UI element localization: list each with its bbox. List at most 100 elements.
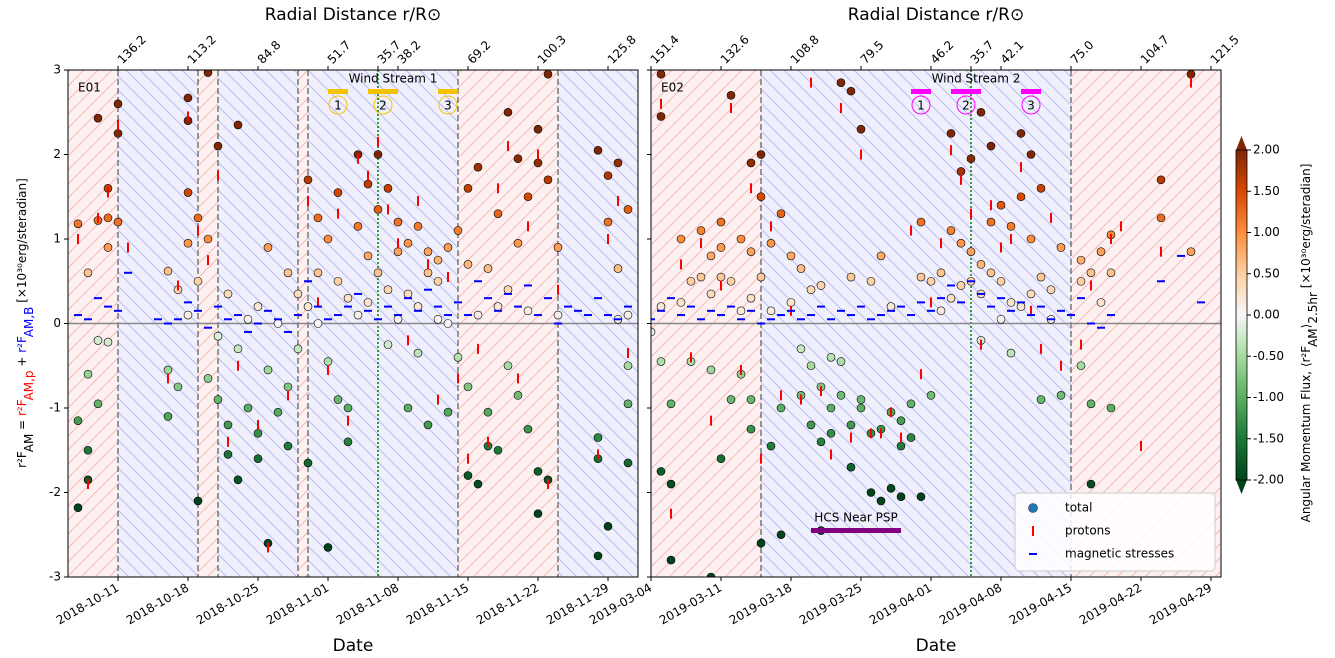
top-tick-label: 104.7	[1138, 32, 1172, 66]
total-point	[243, 314, 253, 324]
colorbar-tick-label: 2.00	[1253, 143, 1280, 157]
x-tick-label: 2018-11-08	[334, 581, 401, 628]
top-tick-label: 132.6	[718, 32, 752, 66]
total-point	[846, 272, 856, 282]
total-point	[383, 285, 393, 295]
total-point	[1026, 289, 1036, 299]
total-point	[956, 238, 966, 248]
total-point	[373, 150, 383, 159]
total-point	[163, 365, 173, 375]
total-point	[243, 403, 253, 413]
total-point	[716, 217, 726, 227]
total-point	[543, 175, 553, 185]
total-point	[623, 205, 633, 214]
total-point	[83, 268, 93, 278]
plot-area	[68, 70, 638, 577]
colorbar-tick-label: -1.50	[1253, 431, 1284, 445]
total-point	[1016, 192, 1026, 202]
total-point	[846, 420, 856, 430]
total-point	[1096, 247, 1106, 256]
total-point	[233, 344, 243, 354]
x-tick-label: 2018-10-11	[54, 581, 121, 628]
total-point	[313, 213, 323, 223]
total-point	[926, 276, 936, 286]
legend-box	[1014, 492, 1216, 572]
colorbar-tick-label: 1.00	[1253, 225, 1280, 239]
total-point	[796, 264, 806, 273]
total-point	[776, 403, 786, 413]
hcs-bar	[811, 528, 901, 533]
top-tick-label: 42.1	[998, 38, 1027, 67]
total-point	[666, 479, 676, 489]
total-point	[183, 93, 193, 103]
total-point	[433, 314, 443, 324]
stream-bar	[328, 89, 348, 94]
total-point	[746, 293, 756, 303]
colorbar-tick-label: -1.00	[1253, 390, 1284, 404]
x-tick-label: 2019-04-08	[937, 581, 1004, 628]
total-point	[523, 424, 533, 434]
total-point	[716, 243, 726, 252]
total-point	[746, 247, 756, 256]
total-point	[113, 99, 123, 109]
top-tick-label: 121.5	[1208, 32, 1242, 66]
total-point	[756, 150, 766, 159]
label-part: r²F	[15, 399, 29, 416]
label-part: AM	[1306, 328, 1320, 347]
total-point	[273, 407, 283, 417]
x-tick-label: 2019-03-18	[727, 581, 794, 628]
label-part: =	[15, 416, 29, 434]
total-point	[253, 302, 263, 311]
total-point	[786, 298, 796, 307]
total-point	[543, 70, 553, 79]
total-point	[603, 171, 613, 180]
total-point	[876, 251, 886, 261]
total-point	[343, 293, 353, 303]
total-point	[283, 268, 293, 278]
stream-circle	[373, 95, 393, 115]
total-point	[413, 302, 423, 311]
x-axis-title: Date	[916, 636, 957, 656]
total-point	[393, 314, 403, 324]
total-point	[856, 395, 866, 404]
total-point	[1006, 222, 1016, 231]
stream-bar	[951, 89, 981, 94]
total-point	[656, 467, 666, 476]
total-point	[826, 429, 836, 438]
total-point	[756, 538, 766, 548]
total-point	[493, 445, 503, 455]
total-point	[956, 167, 966, 176]
stream-title: Wind Stream 1	[349, 72, 438, 86]
total-point	[193, 276, 203, 286]
label-part: Angular Momentum Flux, ⟨r²F	[1299, 346, 1313, 523]
total-point	[726, 395, 736, 404]
total-point	[716, 454, 726, 464]
label-part: AM,B	[22, 307, 36, 338]
total-point	[613, 264, 623, 273]
total-point	[1026, 150, 1036, 159]
stream-bar	[438, 89, 458, 94]
total-point	[323, 543, 333, 552]
y-tick-label: 3	[53, 63, 61, 77]
total-point	[916, 272, 926, 282]
total-point	[986, 268, 996, 278]
total-point	[483, 407, 493, 417]
total-point	[603, 521, 613, 531]
total-point	[213, 141, 223, 151]
top-tick-label: 113.2	[185, 32, 219, 66]
total-point	[1076, 255, 1086, 265]
stream-circle	[438, 95, 458, 115]
total-point	[193, 213, 203, 223]
legend-label: total	[1065, 501, 1092, 515]
total-point	[373, 268, 383, 278]
total-point	[706, 365, 716, 375]
label-part: +	[15, 353, 29, 371]
total-point	[163, 412, 173, 421]
total-point	[553, 243, 563, 252]
top-tick-label: 46.2	[928, 38, 957, 67]
axis-label: r²FAM = r²FAM,p + r²FAM,B [×10³⁰erg/ster…	[15, 178, 36, 468]
label-part: [×10³⁰erg/steradian]	[15, 178, 29, 306]
total-point	[403, 238, 413, 248]
total-point	[686, 276, 696, 286]
top-tick-label: 100.3	[535, 32, 569, 66]
